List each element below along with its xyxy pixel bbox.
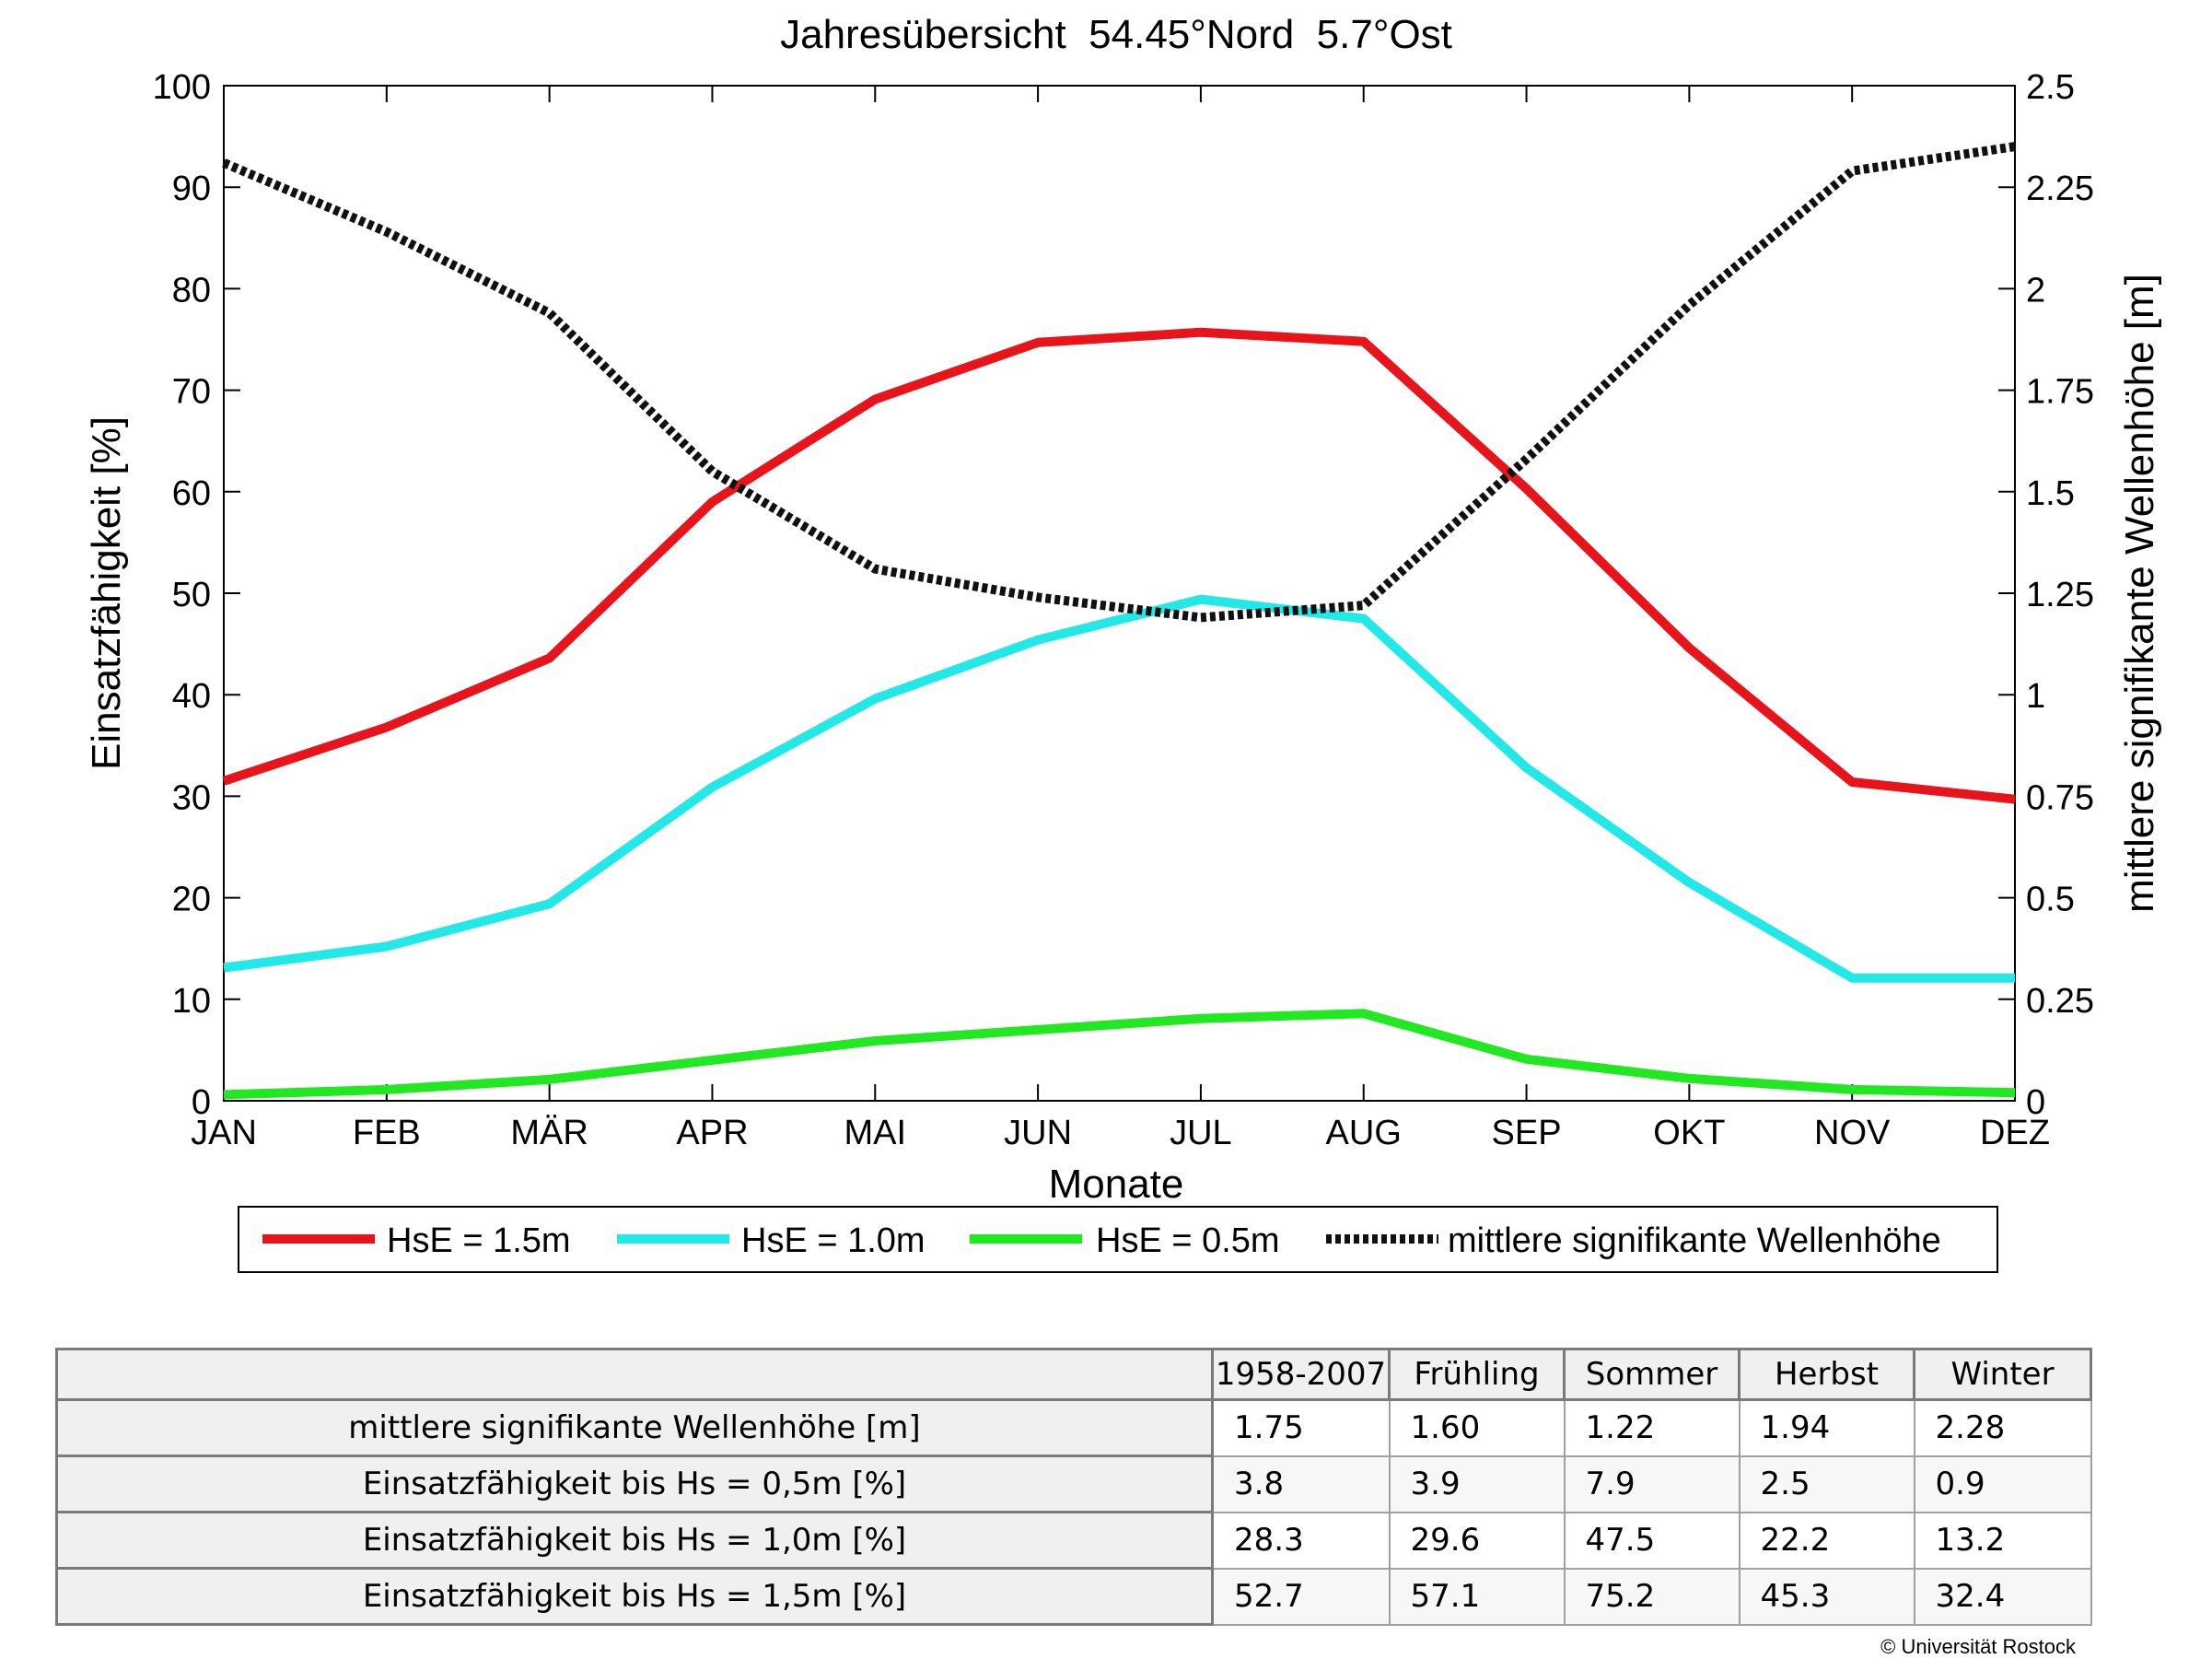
y-tick-label: 60: [172, 474, 211, 513]
legend-box: [238, 1206, 1998, 1273]
x-tick-label: APR: [676, 1114, 748, 1152]
x-tick-label: NOV: [1814, 1114, 1891, 1152]
chart: Jahresübersicht 54.45°Nord 5.7°Ost 01020…: [84, 12, 2162, 1273]
y2-tick-label: 2: [2026, 271, 2045, 310]
table-row: Einsatzfähigkeit bis Hs = 1,0m [%] 28.3 …: [55, 1511, 2092, 1570]
y-tick-labels: 0 10 20 30 40 50 60 70 80 90 100: [153, 68, 211, 1122]
legend-label: HsE = 1.5m: [387, 1221, 571, 1260]
x-tick-label: MAI: [844, 1114, 906, 1152]
y-tick-label: 70: [172, 373, 211, 412]
x-tick-label: JUN: [1004, 1114, 1072, 1152]
y2-tick-label: 0.5: [2026, 881, 2075, 919]
y2-axis-label: mittlere signifikante Wellenhöhe [m]: [2117, 274, 2162, 913]
table-row: Einsatzfähigkeit bis Hs = 0,5m [%] 3.8 3…: [55, 1455, 2092, 1513]
table-row: mittlere signifikante Wellenhöhe [m] 1.7…: [55, 1398, 2092, 1457]
series-line-3: [222, 142, 2016, 623]
table-cell: 32.4: [1913, 1567, 2092, 1626]
series-lines: [222, 142, 2016, 1100]
y2-tick-label: 2.5: [2026, 68, 2075, 107]
y2-tick-label: 1: [2026, 677, 2045, 716]
y2-tick-label: 0.75: [2026, 778, 2094, 817]
column-header: Sommer: [1563, 1348, 1740, 1401]
table-cell: 1.75: [1211, 1398, 1391, 1457]
series-line-2: [223, 1009, 2016, 1100]
table-cell: 3.9: [1388, 1455, 1566, 1513]
y2-tick-label: 1.25: [2026, 576, 2094, 614]
row-label: Einsatzfähigkeit bis Hs = 1,0m [%]: [55, 1511, 1214, 1570]
plot-area: [223, 85, 2016, 1102]
y2-tick-label: 0: [2026, 1083, 2045, 1122]
table-cell: 0.9: [1913, 1455, 2092, 1513]
x-tick-label: FEB: [353, 1114, 421, 1152]
x-tick-label: JUL: [1170, 1114, 1232, 1152]
y2-tick-label: 2.25: [2026, 169, 2094, 208]
y2-tick-label: 0.25: [2026, 982, 2094, 1021]
x-tick-label: MÄR: [510, 1114, 588, 1152]
y-tick-label: 100: [153, 68, 211, 107]
series-line-0: [222, 327, 2016, 804]
x-tick-label: JAN: [191, 1114, 257, 1152]
legend: HsE = 1.5m HsE = 1.0m HsE = 0.5m mittlere s…: [262, 1221, 1941, 1260]
y-tick-label: 90: [172, 169, 211, 208]
table-cell: 2.5: [1738, 1455, 1915, 1513]
y-tick-label: 40: [172, 677, 211, 716]
y-tick-label: 50: [172, 576, 211, 614]
row-label: mittlere signifikante Wellenhöhe [m]: [55, 1398, 1214, 1457]
y-tick-label: 0: [192, 1083, 211, 1122]
y2-tick-labels: 0 0.25 0.5 0.75 1 1.25 1.5 1.75 2 2.25 2.5: [2026, 68, 2094, 1122]
x-tick-label: DEZ: [1980, 1114, 2050, 1152]
y-tick-label: 80: [172, 271, 211, 310]
y-tick-label: 20: [172, 881, 211, 919]
table-cell: 29.6: [1388, 1511, 1566, 1570]
y2-tick-label: 1.5: [2026, 474, 2075, 513]
row-label: Einsatzfähigkeit bis Hs = 1,5m [%]: [55, 1567, 1214, 1626]
table-cell: 2.28: [1913, 1398, 2092, 1457]
column-header: 1958-2007: [1211, 1348, 1391, 1401]
y-tick-label: 10: [172, 982, 211, 1021]
table-cell: 1.22: [1563, 1398, 1740, 1457]
table-cell: 52.7: [1211, 1567, 1391, 1626]
legend-label: mittlere signifikante Wellenhöhe: [1448, 1221, 1941, 1260]
table-cell: 28.3: [1211, 1511, 1391, 1570]
x-tick-label: SEP: [1492, 1114, 1562, 1152]
table-cell: 3.8: [1211, 1455, 1391, 1513]
table-cell: 22.2: [1738, 1511, 1915, 1570]
table-header-row: 1958-2007 Frühling Sommer Herbst Winter: [55, 1348, 2092, 1401]
copyright-notice: © Universität Rostock: [1880, 1635, 2076, 1658]
table-cell: 7.9: [1563, 1455, 1740, 1513]
row-label: Einsatzfähigkeit bis Hs = 0,5m [%]: [55, 1455, 1214, 1513]
table-cell: 1.94: [1738, 1398, 1915, 1457]
legend-label: HsE = 1.0m: [741, 1221, 926, 1260]
table-cell: 1.60: [1388, 1398, 1566, 1457]
x-tick-labels: JAN FEB MÄR APR MAI JUN JUL AUG SEP OKT NOV DEZ: [191, 1114, 2050, 1152]
chart-title: Jahresübersicht 54.45°Nord 5.7°Ost: [780, 12, 1452, 57]
x-tick-label: OKT: [1653, 1114, 1725, 1152]
y2-tick-label: 1.75: [2026, 373, 2094, 412]
y-axis-label: Einsatzfähigkeit [%]: [84, 416, 129, 770]
x-tick-label: AUG: [1326, 1114, 1402, 1152]
table-cell: 75.2: [1563, 1567, 1740, 1626]
series-line-1: [223, 594, 2015, 983]
column-header: Frühling: [1388, 1348, 1566, 1401]
x-axis-label: Monate: [1049, 1162, 1184, 1207]
stats-table: 1958-2007 Frühling Sommer Herbst Winter …: [55, 1348, 2092, 1626]
table-corner: [55, 1348, 1214, 1401]
column-header: Herbst: [1738, 1348, 1915, 1401]
column-header: Winter: [1913, 1348, 2092, 1401]
table-cell: 45.3: [1738, 1567, 1915, 1626]
table-cell: 57.1: [1388, 1567, 1566, 1626]
legend-label: HsE = 0.5m: [1096, 1221, 1280, 1260]
table-row: Einsatzfähigkeit bis Hs = 1,5m [%] 52.7 …: [55, 1567, 2092, 1626]
table-cell: 13.2: [1913, 1511, 2092, 1570]
table-cell: 47.5: [1563, 1511, 1740, 1570]
y-tick-label: 30: [172, 778, 211, 817]
